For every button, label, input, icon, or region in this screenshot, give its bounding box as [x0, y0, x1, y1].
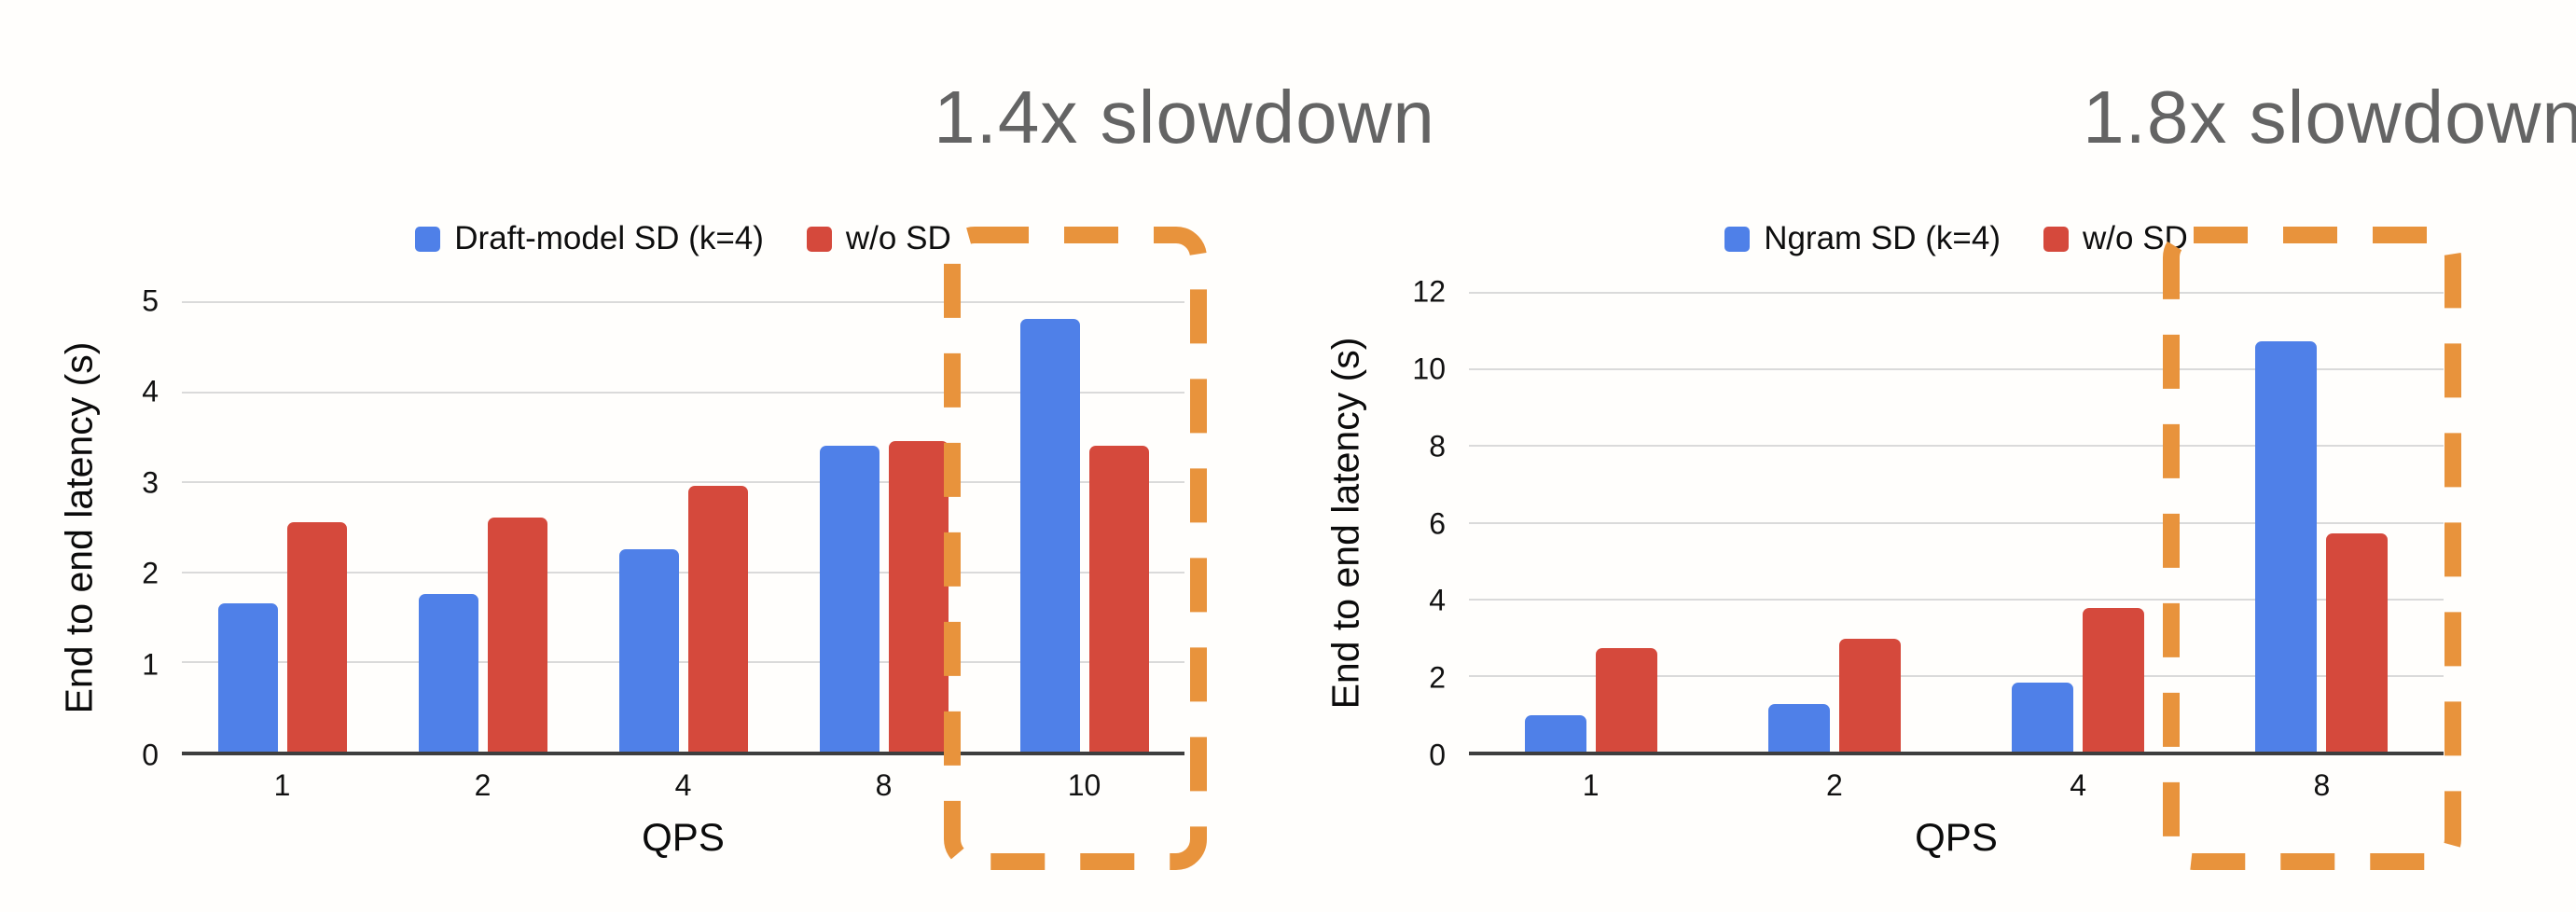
bar-group-qps-4 — [583, 301, 783, 752]
gridline — [1469, 674, 2444, 677]
legend-label: Ngram SD (k=4) — [1764, 220, 2001, 256]
x-tick-label: 2 — [1825, 768, 1843, 802]
bar-group-qps-8 — [783, 301, 984, 752]
legend-label: w/o SD — [2083, 220, 2188, 256]
y-tick-label: 12 — [1412, 274, 1446, 309]
x-axis-title: QPS — [1915, 815, 1998, 859]
gridline — [1469, 521, 2444, 524]
legend-item: Ngram SD (k=4) — [1724, 220, 2001, 257]
gridline — [182, 301, 1184, 303]
bar-group-qps-2 — [382, 301, 583, 752]
chart-draft-model-sd: 1.4x slowdown Draft-model SD (k=4) w/o SD… — [0, 0, 1434, 912]
slowdown-annotation: 1.4x slowdown — [934, 76, 1435, 159]
gridline — [182, 391, 1184, 394]
bar-sd-qps-1 — [217, 602, 278, 752]
gridline — [1469, 598, 2444, 601]
y-tick-label: 4 — [1429, 583, 1446, 617]
x-tick-label: 8 — [875, 768, 893, 802]
bar-group-qps-1 — [1469, 292, 1712, 752]
y-tick-label: 0 — [142, 738, 159, 772]
bar-sd-qps-10 — [1019, 319, 1080, 752]
slowdown-annotation: 1.8x slowdown — [2083, 76, 2576, 159]
y-tick-label: 2 — [142, 556, 159, 590]
bar-sd-qps-8 — [819, 445, 879, 752]
x-axis-title: QPS — [642, 815, 725, 859]
legend-swatch-icon — [1724, 226, 1751, 252]
legend-item: w/o SD — [2043, 220, 2188, 257]
y-tick-label: 5 — [142, 283, 159, 318]
x-tick-label: 1 — [1582, 768, 1600, 802]
y-tick-label: 1 — [142, 647, 159, 682]
bar-sd-qps-4 — [618, 548, 679, 752]
chart-ngram-sd: 1.8x slowdown Ngram SD (k=4) w/o SD End t… — [1289, 0, 2576, 912]
legend-swatch-icon — [415, 226, 441, 252]
bar-group-qps-8 — [2200, 292, 2444, 752]
bar-group-qps-1 — [182, 301, 382, 752]
bar-group-qps-2 — [1712, 292, 1956, 752]
plot-area — [1469, 292, 2444, 755]
gridline — [1469, 368, 2444, 371]
x-tick-label: 10 — [1067, 768, 1101, 802]
bar-wo-sd-qps-4 — [2083, 607, 2145, 752]
gridline — [182, 661, 1184, 664]
bar-sd-qps-2 — [1767, 703, 1830, 752]
legend-swatch-icon — [2043, 226, 2069, 252]
bar-wo-sd-qps-4 — [687, 486, 748, 752]
bar-group-qps-4 — [1957, 292, 2200, 752]
y-tick-label: 4 — [142, 374, 159, 408]
gridline — [1469, 292, 2444, 294]
bar-sd-qps-4 — [2012, 683, 2074, 752]
bar-wo-sd-qps-10 — [1088, 445, 1149, 752]
bar-wo-sd-qps-2 — [1838, 638, 1901, 752]
x-tick-label: 4 — [674, 768, 692, 802]
bar-wo-sd-qps-8 — [888, 440, 949, 752]
x-tick-label: 8 — [2313, 768, 2331, 802]
y-axis-ticks: 0 1 2 3 4 5 — [93, 284, 159, 772]
plot-area — [182, 301, 1184, 755]
y-tick-label: 10 — [1412, 352, 1446, 386]
bar-wo-sd-qps-1 — [286, 521, 347, 752]
x-axis-labels: 1 2 4 8 10 — [182, 768, 1184, 803]
legend-label: w/o SD — [845, 220, 951, 256]
gridline — [182, 481, 1184, 484]
bar-wo-sd-qps-2 — [487, 517, 547, 752]
bar-sd-qps-2 — [418, 593, 478, 752]
y-tick-label: 6 — [1429, 506, 1446, 540]
y-tick-label: 0 — [1429, 738, 1446, 772]
y-axis-ticks: 0 2 4 6 8 10 12 — [1380, 275, 1446, 772]
gridline — [1469, 445, 2444, 448]
bar-wo-sd-qps-8 — [2326, 532, 2389, 752]
x-tick-label: 1 — [273, 768, 291, 802]
legend-item: w/o SD — [806, 220, 951, 257]
y-tick-label: 3 — [142, 465, 159, 500]
legend-label: Draft-model SD (k=4) — [454, 220, 764, 256]
bar-sd-qps-8 — [2255, 341, 2318, 752]
bar-sd-qps-1 — [1524, 714, 1586, 752]
legend-swatch-icon — [806, 226, 832, 252]
y-tick-label: 8 — [1429, 429, 1446, 463]
x-tick-label: 2 — [474, 768, 492, 802]
legend: Draft-model SD (k=4) w/o SD — [182, 218, 1184, 259]
bar-wo-sd-qps-1 — [1595, 648, 1657, 752]
bar-group-qps-10 — [984, 301, 1184, 752]
legend-item: Draft-model SD (k=4) — [415, 220, 764, 257]
x-tick-label: 4 — [2070, 768, 2087, 802]
y-axis-title: End to end latency (s) — [1323, 337, 1367, 710]
y-tick-label: 2 — [1429, 660, 1446, 695]
x-axis-labels: 1 2 4 8 — [1469, 768, 2444, 803]
gridline — [182, 571, 1184, 573]
legend: Ngram SD (k=4) w/o SD — [1469, 218, 2444, 259]
